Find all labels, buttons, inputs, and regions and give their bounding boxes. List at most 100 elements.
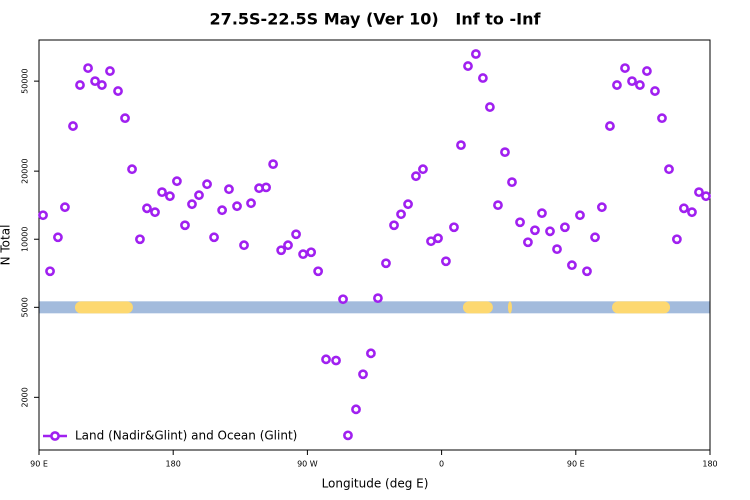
data-point <box>127 164 137 175</box>
data-point <box>620 63 630 73</box>
data-point <box>268 159 279 170</box>
data-point <box>172 176 182 187</box>
data-point <box>560 222 570 233</box>
plot-frame <box>38 39 711 451</box>
data-point <box>283 240 293 251</box>
data-point <box>75 80 85 90</box>
data-point <box>545 226 555 237</box>
data-point <box>470 49 481 59</box>
data-point <box>582 266 592 277</box>
data-point <box>657 113 667 124</box>
data-point <box>157 187 167 198</box>
data-point <box>45 266 55 277</box>
data-point <box>246 198 256 209</box>
data-point <box>701 191 711 202</box>
data-point <box>135 234 145 245</box>
land-band <box>612 301 671 314</box>
ocean-band <box>39 301 710 314</box>
data-point <box>291 229 301 240</box>
data-point <box>150 207 160 218</box>
y-tick-label: 5000 <box>21 297 30 317</box>
data-point <box>351 404 361 415</box>
data-point <box>605 121 615 131</box>
data-point <box>366 348 376 359</box>
data-point <box>478 73 488 83</box>
data-point <box>120 113 130 124</box>
data-point <box>449 222 459 233</box>
data-point <box>53 232 63 243</box>
y-axis-label: N Total <box>0 225 13 266</box>
data-point <box>456 140 466 151</box>
data-point <box>694 187 704 198</box>
data-point <box>403 199 413 210</box>
data-point <box>68 121 78 131</box>
x-axis-label: Longitude (deg E) <box>322 477 429 491</box>
data-point <box>343 430 353 441</box>
data-point <box>321 354 331 365</box>
data-point <box>552 244 562 255</box>
data-point <box>180 220 190 231</box>
data-point <box>38 210 48 221</box>
data-point <box>635 80 645 90</box>
data-point <box>113 86 123 96</box>
data-point <box>418 164 428 175</box>
land-band <box>462 301 493 314</box>
data-point <box>389 220 399 231</box>
data-point <box>232 201 242 212</box>
data-point <box>575 210 585 221</box>
chart-title: 27.5S-22.5S May (Ver 10) Inf to -Inf <box>210 10 542 29</box>
data-point <box>411 171 421 182</box>
x-tick-label: 0 <box>439 460 444 469</box>
data-point <box>596 202 607 213</box>
x-tick-label: 90 W <box>297 460 318 469</box>
legend-marker <box>50 431 60 441</box>
data-point <box>642 66 652 76</box>
data-point <box>239 240 249 251</box>
data-point <box>493 200 503 211</box>
data-point <box>97 80 107 90</box>
data-point <box>338 294 348 305</box>
data-point <box>485 102 495 112</box>
data-point <box>276 245 287 256</box>
data-point <box>381 258 391 269</box>
x-tick-label: 180 <box>166 460 181 469</box>
data-point <box>433 233 443 244</box>
y-tick-label: 50000 <box>21 68 30 93</box>
data-point <box>687 207 697 218</box>
data-point <box>358 369 368 380</box>
data-point <box>396 209 406 220</box>
data-point <box>612 80 622 90</box>
data-point <box>441 256 451 267</box>
legend-label: Land (Nadir&Glint) and Ocean (Glint) <box>75 429 297 443</box>
y-tick-label: 20000 <box>21 158 30 183</box>
data-point <box>523 237 533 248</box>
data-point <box>313 266 324 277</box>
x-tick-label: 90 E <box>567 460 585 469</box>
data-point <box>202 179 212 190</box>
data-point <box>331 355 341 366</box>
data-point <box>590 232 600 243</box>
x-tick-label: 90 E <box>30 460 48 469</box>
data-point <box>165 191 175 202</box>
data-point <box>306 247 317 258</box>
data-point <box>261 182 271 193</box>
land-band <box>74 301 133 314</box>
data-point <box>537 208 547 219</box>
data-point <box>224 184 234 195</box>
data-point <box>217 205 228 216</box>
data-point <box>679 203 689 214</box>
data-point <box>650 86 660 96</box>
data-point <box>105 66 115 76</box>
data-point <box>90 76 100 87</box>
y-tick-label: 2000 <box>21 387 30 407</box>
data-point <box>463 61 473 71</box>
data-point <box>664 164 674 175</box>
land-band <box>507 301 512 314</box>
y-tick-label: 10000 <box>21 227 30 252</box>
x-tick-label: 180 <box>702 460 717 469</box>
data-point <box>627 76 637 87</box>
data-point <box>142 203 152 214</box>
data-point <box>567 260 577 271</box>
data-point <box>194 190 204 201</box>
